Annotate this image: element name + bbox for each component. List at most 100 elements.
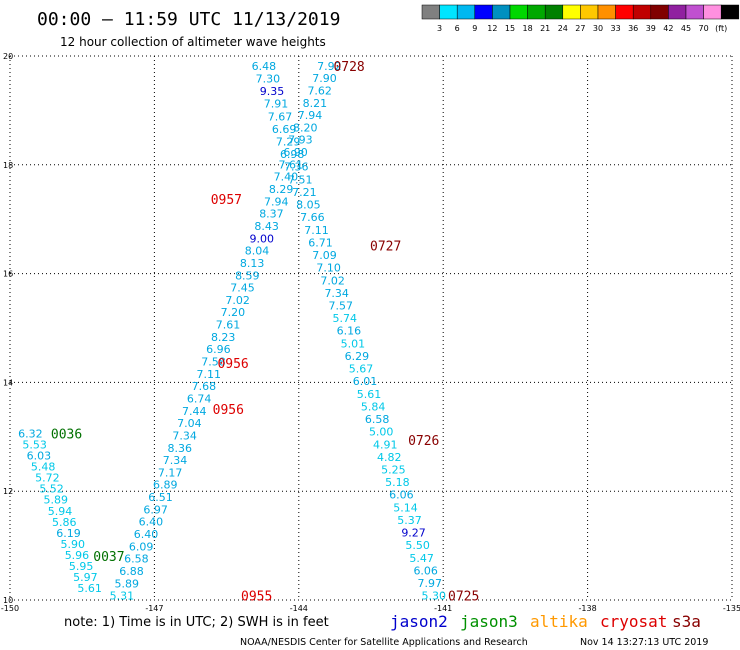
wave-height-value: 6.90 (283, 146, 308, 159)
scale-label: (ft) (715, 24, 727, 33)
pass-time-label: 0956 (217, 357, 248, 372)
wave-height-value: 5.52 (39, 483, 64, 496)
wave-height-value: 6.96 (206, 343, 231, 356)
scale-label: 36 (628, 24, 638, 33)
wave-height-value: 5.74 (333, 312, 358, 325)
scale-swatch (492, 4, 511, 20)
wave-height-value: 5.14 (393, 501, 418, 514)
wave-height-value: 7.94 (264, 195, 289, 208)
wave-height-value: 5.94 (48, 505, 73, 518)
wave-height-value: 8.04 (245, 245, 270, 258)
wave-height-value: 5.90 (60, 538, 85, 551)
scale-label: 39 (646, 24, 656, 33)
wave-height-value: 6.58 (365, 413, 390, 426)
pass-time-label: 0725 (448, 590, 479, 605)
wave-height-value: 7.62 (307, 84, 332, 97)
wave-height-value: 6.16 (337, 325, 362, 338)
wave-height-value: 7.92 (317, 60, 342, 73)
wave-height-value: 7.04 (177, 417, 202, 430)
wave-height-value: 7.51 (288, 173, 313, 186)
wave-height-value: 5.00 (369, 426, 394, 439)
wave-height-value: 5.18 (385, 476, 410, 489)
legend-jason3: jason3 (460, 612, 518, 631)
wave-height-value: 7.11 (304, 224, 329, 237)
pass-time-label: 0956 (213, 403, 244, 418)
scale-label: 70 (699, 24, 709, 33)
wave-height-value: 5.53 (22, 439, 46, 452)
wave-height-value: 7.02 (225, 294, 250, 307)
wave-height-value: 6.06 (389, 489, 414, 502)
wave-height-value: 7.61 (278, 158, 303, 171)
scale-swatch (615, 4, 634, 20)
wave-height-value: 7.10 (316, 262, 341, 275)
scale-swatch (527, 4, 546, 20)
wave-height-value: 7.40 (274, 171, 299, 184)
x-tick-label: -147 (145, 604, 163, 613)
wave-height-value: 6.32 (18, 428, 43, 441)
wave-height-value: 8.29 (269, 183, 294, 196)
wave-height-value: 6.58 (124, 553, 149, 566)
wave-height-value: 8.23 (211, 331, 236, 344)
wave-height-value: 8.13 (240, 257, 265, 270)
wave-height-value: 7.93 (288, 134, 313, 147)
wave-height-value: 8.37 (259, 208, 284, 221)
wave-height-value: 6.19 (56, 527, 81, 540)
scale-label: 15 (505, 24, 515, 33)
wave-height-value: 7.34 (172, 429, 197, 442)
y-tick-label: 20 (3, 52, 13, 61)
x-tick-label: -141 (434, 604, 452, 613)
wave-height-value: 6.74 (187, 392, 212, 405)
scale-swatch (544, 4, 564, 20)
scale-label: 30 (593, 24, 603, 33)
wave-height-value: 7.58 (201, 356, 226, 369)
y-tick-label: 12 (3, 487, 13, 496)
chart-title: 00:00 — 11:59 UTC 11/13/2019 (37, 9, 340, 30)
pass-time-labels: 0728 0727 0726 0725 0957 0956 0956 0955 0036 0037 (51, 60, 479, 605)
wave-height-value: 9.27 (401, 527, 426, 540)
wave-height-value: 5.61 (77, 582, 102, 595)
scale-swatch (456, 4, 476, 20)
scale-swatch (632, 4, 652, 20)
wave-height-value: 6.40 (134, 528, 159, 541)
wave-height-value: 6.40 (139, 516, 164, 529)
wave-height-value: 7.29 (276, 135, 301, 148)
scale-swatch (562, 4, 581, 20)
wave-height-value: 5.97 (73, 571, 98, 584)
scale-label: 45 (681, 24, 691, 33)
wave-height-value: 6.97 (143, 503, 168, 516)
wave-height-value: 5.37 (397, 514, 422, 527)
pass-time-label: 0726 (408, 434, 439, 449)
scale-label: 18 (523, 24, 533, 33)
wave-height-value: 5.48 (31, 461, 56, 474)
wave-height-value: 5.84 (361, 400, 386, 413)
wave-height-value: 6.06 (413, 564, 438, 577)
wave-height-value: 7.68 (192, 380, 217, 393)
wave-height-value: 6.03 (27, 450, 52, 463)
wave-height-value: 7.30 (256, 72, 280, 85)
wave-height-value: 8.59 (235, 269, 260, 282)
grid-lines (9, 55, 733, 601)
wave-height-value: 7.34 (163, 454, 188, 467)
x-tick-label: -138 (579, 604, 597, 613)
wave-height-value: 7.17 (158, 466, 183, 479)
wave-height-value: 7.90 (312, 72, 337, 85)
wave-height-value: 8.20 (293, 121, 318, 134)
scale-swatch (685, 4, 704, 20)
scale-label: 24 (558, 24, 568, 33)
scale-label: 27 (575, 24, 585, 33)
wave-height-value: 7.45 (230, 282, 255, 295)
wave-height-value: 9.35 (260, 85, 285, 98)
wave-height-value: 5.96 (65, 549, 90, 562)
wave-height-value: 5.61 (357, 388, 382, 401)
scale-label: 6 (455, 24, 460, 33)
wave-height-value: 6.69 (272, 123, 297, 136)
wave-height-value: 5.86 (52, 516, 76, 529)
y-tick-label: 18 (3, 161, 13, 170)
wave-height-value: 7.11 (196, 368, 221, 381)
y-tick-label: 10 (3, 596, 13, 605)
wave-height-value: 5.89 (44, 494, 69, 507)
pass-time-label: 0727 (370, 239, 401, 254)
scale-swatch (580, 4, 599, 20)
pass-time-label: 0036 (51, 428, 82, 443)
